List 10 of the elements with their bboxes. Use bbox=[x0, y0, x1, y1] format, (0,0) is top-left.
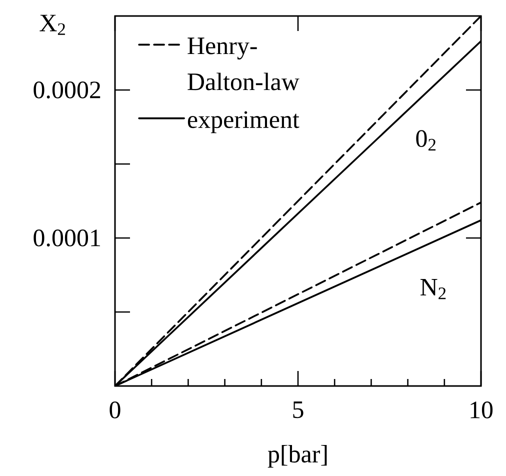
y-tick-label: 0.0001 bbox=[34, 230, 100, 246]
y-axis-title: X$_{2}$ bbox=[40, 14, 65, 35]
annotation: 0$_{2}$ bbox=[416, 130, 436, 150]
x-tick-label: 5 bbox=[293, 402, 304, 418]
x-axis-title: p[bar] bbox=[268, 444, 327, 468]
annotation: N$_{2}$ bbox=[420, 279, 446, 300]
y-tick-label: 0.0002 bbox=[34, 82, 100, 98]
x-tick-label: 10 bbox=[470, 402, 493, 418]
x-tick-label: 0 bbox=[110, 402, 120, 418]
legend-label: experiment bbox=[188, 111, 300, 134]
